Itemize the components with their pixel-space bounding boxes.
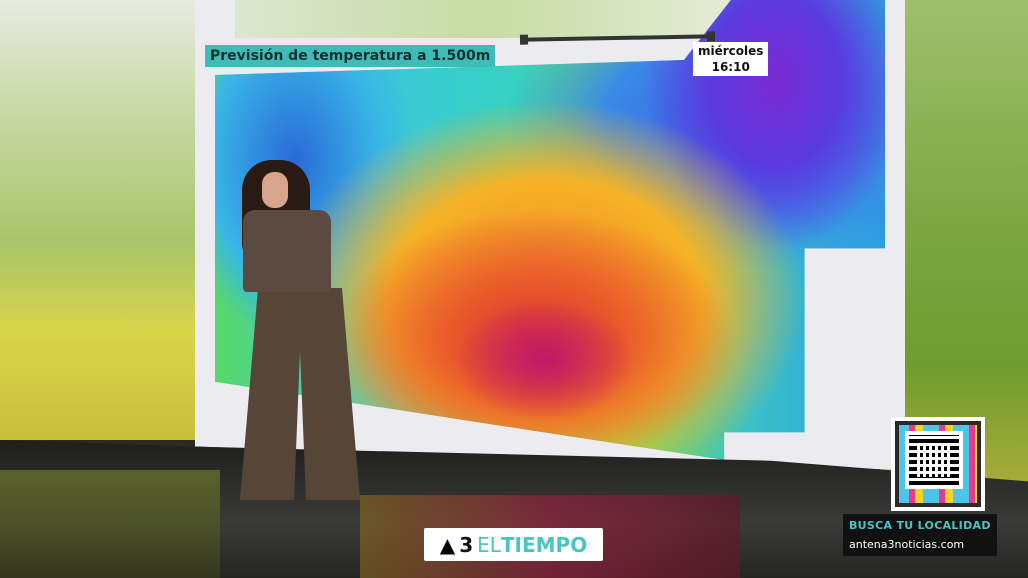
presenter-face <box>262 172 288 208</box>
logo-tiempo: TIEMPO <box>500 532 588 557</box>
logo-el: EL <box>477 532 501 557</box>
presenter-top <box>243 210 331 292</box>
antena3-eltiempo-logo: ▲ 3 ELTIEMPO <box>424 528 603 561</box>
antena3-icon: ▲ <box>439 532 456 557</box>
forecast-day: miércoles <box>698 44 764 58</box>
forecast-time: 16:10 <box>711 60 750 74</box>
call-to-action: BUSCA TU LOCALIDAD antena3noticias.com <box>843 514 997 556</box>
qr-code-icon <box>905 431 963 489</box>
qr-code[interactable] <box>891 417 985 511</box>
wall-top-strip <box>235 0 735 38</box>
cta-search-location: BUSCA TU LOCALIDAD <box>849 519 991 532</box>
floor-reflection-left <box>0 470 220 578</box>
background-meadow-left <box>0 0 215 440</box>
cta-website[interactable]: antena3noticias.com <box>849 538 965 551</box>
forecast-time-label: miércoles 16:10 <box>693 42 769 76</box>
logo-number: 3 <box>459 532 474 557</box>
map-title: Previsión de temperatura a 1.500m <box>205 45 496 67</box>
